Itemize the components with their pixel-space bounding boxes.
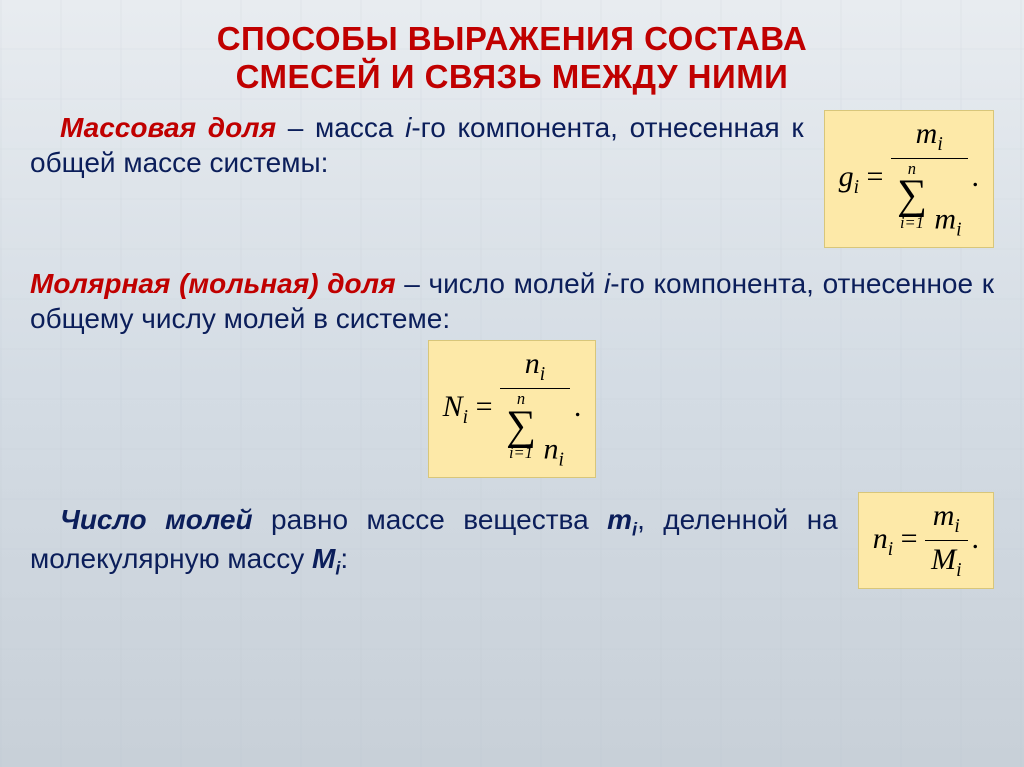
definition-moles: Число молей равно массе вещества mi, дел… [30,492,994,589]
title-line2: СМЕСЕЙ И СВЯЗЬ МЕЖДУ НИМИ [236,58,789,95]
definition-mole-fraction: Молярная (мольная) доля – число молей i-… [30,266,994,336]
formula-mole-fraction: Ni = ni n ∑ i=1 ni . [30,340,994,478]
def3-text: Число молей равно массе вещества mi, дел… [30,502,838,581]
def2-term: Молярная (мольная) доля [30,268,396,299]
slide-title: СПОСОБЫ ВЫРАЖЕНИЯ СОСТАВА СМЕСЕЙ И СВЯЗЬ… [30,20,994,96]
def1-term: Массовая доля [60,112,276,143]
formula-moles: ni = mi Mi . [858,492,994,589]
formula-mass-fraction: gi = mi n ∑ i=1 mi . [824,110,994,248]
title-line1: СПОСОБЫ ВЫРАЖЕНИЯ СОСТАВА [217,20,808,57]
def3-term: Число молей [60,504,253,535]
definition-mass-fraction: Массовая доля – масса i-го компонента, о… [30,110,994,248]
def1-text: Массовая доля – масса i-го компонента, о… [30,110,804,180]
